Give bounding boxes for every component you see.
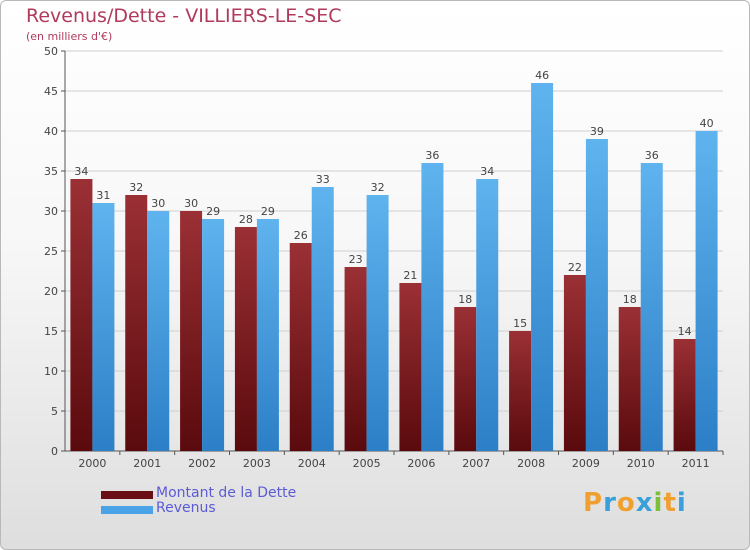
grid-lines (65, 50, 723, 412)
y-tick-label: 0 (51, 445, 58, 458)
data-label-revenus: 40 (700, 117, 714, 130)
bar-revenus-2005 (366, 195, 389, 451)
bar-dette-2011 (673, 339, 696, 451)
data-label-dette: 18 (458, 293, 472, 306)
data-label-dette: 32 (129, 181, 143, 194)
x-tick-label: 2003 (243, 457, 271, 470)
data-label-revenus: 39 (590, 125, 604, 138)
x-tick-label: 2000 (78, 457, 106, 470)
y-tick-label: 5 (51, 405, 58, 418)
y-tick-label: 35 (44, 165, 58, 178)
logo-letter: t (663, 488, 677, 518)
bar-revenus-2009 (585, 139, 608, 451)
data-label-revenus: 29 (206, 205, 220, 218)
y-tick-label: 15 (44, 325, 58, 338)
legend-swatch-revenus (101, 506, 153, 514)
proxiti-logo: Proxiti (583, 488, 687, 518)
data-label-dette: 15 (513, 317, 527, 330)
data-label-dette: 23 (349, 253, 363, 266)
bar-dette-2010 (618, 307, 641, 451)
y-tick-label: 20 (44, 285, 58, 298)
x-tick-label: 2009 (572, 457, 600, 470)
data-label-dette: 18 (623, 293, 637, 306)
x-tick-label: 2011 (682, 457, 710, 470)
logo-letter: i (676, 488, 687, 518)
bar-dette-2004 (289, 243, 312, 451)
chart-title: Revenus/Dette - VILLIERS-LE-SEC (26, 5, 342, 27)
x-tick-label: 2010 (627, 457, 655, 470)
bar-dette-2008 (509, 331, 532, 451)
logo-letter: r (603, 488, 617, 518)
bar-revenus-2003 (256, 219, 279, 451)
data-label-dette: 14 (678, 325, 692, 338)
bar-revenus-2002 (202, 219, 225, 451)
axes: 0 5 10 15 20 25 30 35 40 45 50 2000 2001 2002 2003 2004… (44, 45, 724, 470)
bars (70, 83, 718, 451)
y-tick-label: 50 (44, 45, 58, 58)
bar-revenus-2010 (640, 163, 663, 451)
data-label-dette: 30 (184, 197, 198, 210)
data-label-dette: 34 (74, 165, 88, 178)
bar-revenus-2001 (147, 211, 170, 451)
y-tick-label: 10 (44, 365, 58, 378)
data-label-revenus: 30 (151, 197, 165, 210)
data-label-revenus: 36 (645, 149, 659, 162)
bar-revenus-2004 (311, 187, 334, 451)
data-label-dette: 26 (294, 229, 308, 242)
legend-swatch-dette (101, 491, 153, 499)
bar-dette-2007 (454, 307, 477, 451)
bar-dette-2009 (563, 275, 586, 451)
data-label-revenus: 32 (371, 181, 385, 194)
x-tick-label: 2001 (133, 457, 161, 470)
data-label-revenus: 33 (316, 173, 330, 186)
data-label-revenus: 34 (480, 165, 494, 178)
y-tick-label: 40 (44, 125, 58, 138)
data-label-dette: 22 (568, 261, 582, 274)
x-tick-label: 2004 (298, 457, 326, 470)
logo-letter: P (583, 488, 604, 518)
bar-dette-2003 (234, 227, 257, 451)
bar-dette-2001 (125, 195, 148, 451)
x-tick-label: 2006 (407, 457, 435, 470)
chart-subtitle: (en milliers d'€) (26, 30, 113, 43)
x-tick-label: 2005 (353, 457, 381, 470)
y-tick-label: 45 (44, 85, 58, 98)
legend-label-dette: Montant de la Dette (156, 485, 297, 501)
bar-revenus-2007 (476, 179, 499, 451)
legend-label-revenus: Revenus (156, 500, 216, 516)
bar-revenus-2011 (695, 131, 718, 451)
data-labels: 34 31 32 30 30 29 28 29 26 33 23 32 21 36 18 34 15 46 22 39… (74, 69, 713, 338)
data-label-dette: 21 (403, 269, 417, 282)
bar-dette-2005 (344, 267, 367, 451)
data-label-dette: 28 (239, 213, 253, 226)
x-tick-label: 2007 (462, 457, 490, 470)
bar-dette-2006 (399, 283, 422, 451)
y-tick-label: 30 (44, 205, 58, 218)
bar-dette-2002 (180, 211, 203, 451)
logo-letter: i (653, 488, 664, 518)
logo-letter: x (635, 488, 654, 518)
bar-revenus-2006 (421, 163, 444, 451)
x-tick-label: 2002 (188, 457, 216, 470)
data-label-revenus: 29 (261, 205, 275, 218)
bar-dette-2000 (70, 179, 93, 451)
data-label-revenus: 36 (425, 149, 439, 162)
bar-revenus-2008 (531, 83, 554, 451)
bar-revenus-2000 (92, 203, 115, 451)
y-tick-label: 25 (44, 245, 58, 258)
x-tick-label: 2008 (517, 457, 545, 470)
logo-letter: o (616, 488, 636, 518)
data-label-revenus: 31 (96, 189, 110, 202)
data-label-revenus: 46 (535, 69, 549, 82)
